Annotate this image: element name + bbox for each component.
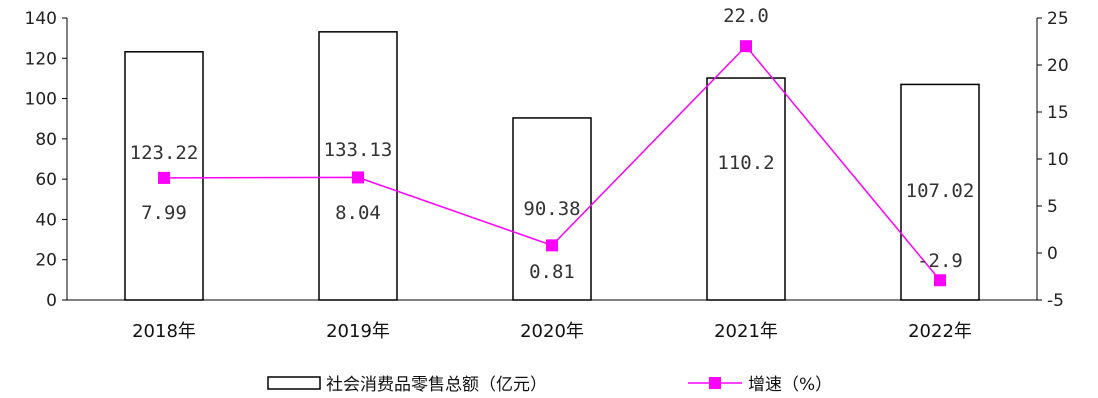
growth-value-label-3: 22.0 <box>723 5 769 27</box>
growth-point-1 <box>352 171 364 184</box>
growth-value-label-4: -2.9 <box>917 250 963 272</box>
data-labels: 123.22 133.13 90.38 110.2 107.02 7.99 8.04 0.81… <box>130 5 975 283</box>
bar-4 <box>900 83 980 301</box>
y-left-tick-label: 120 <box>25 49 57 69</box>
y-left-tick-label: 20 <box>35 251 57 271</box>
y-left-tick-label: 0 <box>46 291 57 311</box>
y-right-tick-label: 15 <box>1047 103 1069 123</box>
growth-point-3 <box>740 40 752 53</box>
growth-point-0 <box>158 171 170 184</box>
y-left-tick-label: 80 <box>35 130 57 150</box>
y-right-tick-label: 10 <box>1047 150 1069 170</box>
growth-value-label-1: 8.04 <box>335 202 381 224</box>
y-left-tick-label: 100 <box>25 90 57 110</box>
growth-line <box>158 40 946 287</box>
growth-value-label-0: 7.99 <box>141 202 187 224</box>
bar-value-label-3: 110.2 <box>717 152 774 174</box>
legend: 社会消费品零售总额（亿元） 增速（%） <box>267 375 832 395</box>
y-right-tick-label: 5 <box>1047 197 1058 217</box>
bars <box>124 31 980 301</box>
y-left-tick-label: 140 <box>25 9 57 29</box>
bar-value-label-4: 107.02 <box>906 180 975 202</box>
y-left-tick-label: 60 <box>35 170 57 190</box>
bar-value-label-2: 90.38 <box>523 198 580 220</box>
bar-1 <box>318 31 398 301</box>
legend-bar-swatch <box>267 376 321 390</box>
axes: 0 20 40 60 80 100 120 140 -5 0 5 10 15 20 25 2018年 2019年… <box>25 9 1069 342</box>
legend-line-label: 增速（%） <box>748 375 832 395</box>
y-right-tick-label: -5 <box>1047 291 1064 311</box>
y-left-tick-label: 40 <box>35 210 57 230</box>
y-right-tick-label: 20 <box>1047 56 1069 76</box>
x-category-label: 2018年 <box>132 321 196 342</box>
bar-0 <box>124 51 204 301</box>
bar-2 <box>512 117 592 301</box>
bar-value-label-1: 133.13 <box>324 139 393 161</box>
x-category-label: 2022年 <box>908 321 972 342</box>
legend-bar-label: 社会消费品零售总额（亿元） <box>326 375 547 395</box>
y-right-tick-label: 0 <box>1047 244 1058 264</box>
legend-line-marker <box>709 377 721 389</box>
x-category-label: 2020年 <box>520 321 584 342</box>
growth-point-4 <box>934 274 946 287</box>
x-category-label: 2021年 <box>714 321 778 342</box>
bar-3 <box>706 77 786 301</box>
growth-value-label-2: 0.81 <box>529 261 575 283</box>
bar-value-label-0: 123.22 <box>130 142 199 164</box>
x-category-label: 2019年 <box>326 321 390 342</box>
y-right-tick-label: 25 <box>1047 9 1069 29</box>
growth-point-2 <box>546 239 558 252</box>
